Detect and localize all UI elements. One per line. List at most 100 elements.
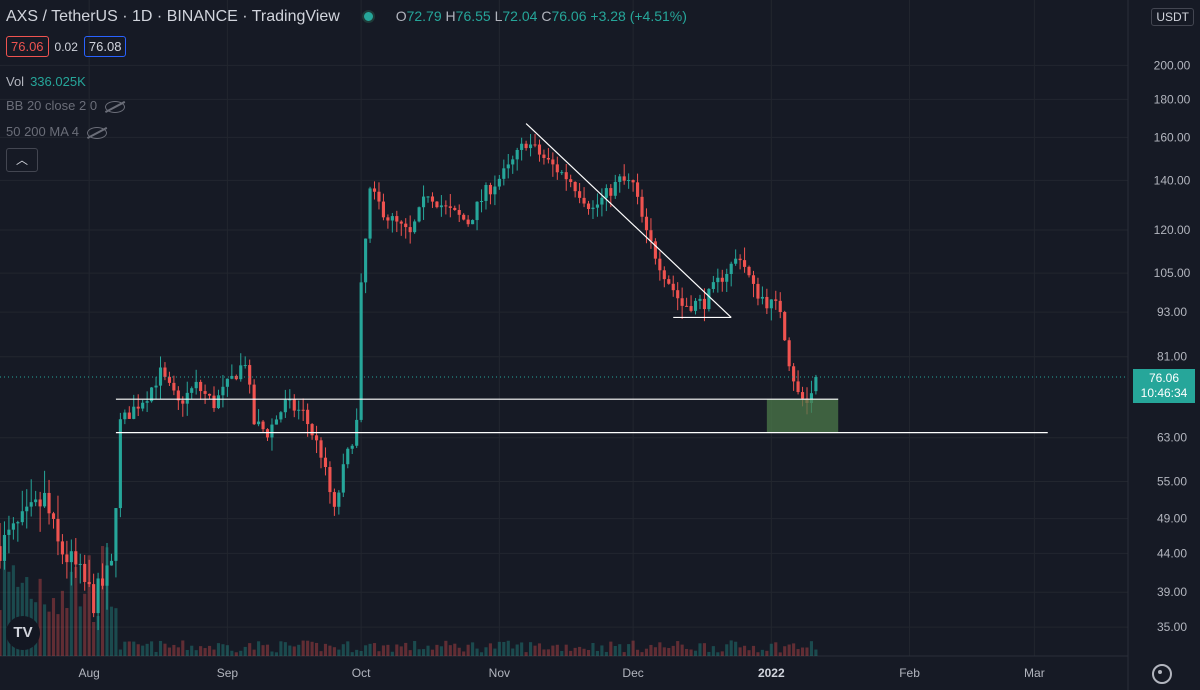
candle-body (359, 282, 363, 420)
candle-body (319, 440, 323, 458)
volume-bar (377, 651, 381, 656)
candle-body (444, 205, 448, 207)
candle-body (283, 399, 287, 413)
candle-body (377, 191, 381, 202)
volume-bar (787, 644, 791, 656)
volume-bar (297, 644, 301, 656)
volume-bar (685, 648, 689, 656)
volume-bar (83, 593, 87, 656)
time-tick-label: Sep (217, 666, 239, 680)
volume-bar (78, 606, 82, 656)
volume-bar (439, 646, 443, 656)
candle-body (693, 300, 698, 311)
hidden-eye-icon[interactable] (105, 100, 126, 113)
candle-body (600, 197, 604, 205)
volume-bar (466, 644, 470, 656)
collapse-indicators-button[interactable]: ︿ (6, 148, 38, 172)
volume-bar (372, 643, 377, 656)
candle-body (114, 508, 118, 561)
candle-body (497, 178, 501, 187)
candle-body (51, 513, 56, 519)
volume-bar (47, 611, 51, 656)
candle-body (417, 207, 421, 222)
sell-price-button[interactable]: 76.06 (6, 36, 49, 57)
candle-body (47, 492, 51, 514)
volume-bar (212, 649, 216, 656)
price-tick-label: 81.00 (1157, 350, 1187, 364)
buy-price-button[interactable]: 76.08 (83, 36, 127, 57)
volume-bar (261, 645, 265, 656)
candle-body (573, 181, 577, 192)
volume-bar (488, 643, 492, 656)
hidden-eye-icon[interactable] (87, 126, 107, 139)
volume-bar (609, 641, 613, 656)
currency-label[interactable]: USDT (1151, 8, 1194, 26)
volume-bar (515, 644, 519, 656)
price-tick-label: 105.00 (1154, 266, 1191, 280)
candle-body (190, 388, 194, 393)
volume-bar (74, 566, 78, 656)
candle-body (511, 159, 515, 165)
volume-indicator[interactable]: Vol 336.025K (6, 74, 86, 89)
volume-bar (355, 649, 359, 656)
gear-icon[interactable] (1152, 664, 1172, 684)
volume-bar (56, 614, 60, 656)
volume-bar (225, 645, 229, 656)
volume-bar (560, 650, 564, 656)
volume-value: 336.025K (30, 74, 86, 89)
low-label: L (494, 8, 503, 24)
candle-body (127, 412, 131, 419)
candle-body (644, 216, 649, 231)
volume-bar (595, 650, 599, 656)
candle-body (609, 188, 613, 196)
candle-body (542, 154, 546, 158)
candle-body (141, 402, 145, 409)
volume-bar (542, 649, 546, 656)
volume-bar (292, 646, 296, 656)
ma-indicator[interactable]: 50 200 MA 4 (6, 124, 107, 139)
bollinger-indicator[interactable]: BB 20 close 2 0 (6, 98, 126, 113)
ohlc-values: O72.79 H76.55 L72.04 C76.06 +3.28 (+4.51… (396, 8, 687, 24)
volume-bar (337, 649, 341, 656)
candle-countdown: 10:46:34 (1140, 385, 1188, 400)
candle-body (662, 270, 666, 280)
candle-body (484, 184, 488, 201)
candle-body (689, 306, 693, 311)
candle-body (743, 260, 747, 267)
volume-bar (462, 651, 466, 656)
tradingview-logo[interactable]: TV (6, 616, 40, 650)
volume-bar (132, 641, 136, 656)
candle-body (395, 216, 399, 222)
candle-body (386, 217, 390, 221)
candle-body (493, 186, 497, 195)
volume-bar (564, 644, 568, 656)
candle-body (537, 144, 542, 155)
volume-bar (279, 641, 283, 656)
volume-bar (479, 652, 484, 656)
price-tick-label: 55.00 (1157, 474, 1187, 488)
volume-bar (756, 652, 760, 656)
volume-bar (698, 643, 702, 656)
volume-bar (729, 640, 733, 656)
candle-body (698, 298, 702, 301)
candle-body (529, 144, 533, 149)
volume-bar (118, 649, 122, 656)
volume-bar (649, 644, 653, 656)
volume-bar (578, 646, 582, 656)
interval-label[interactable]: 1D (132, 8, 153, 25)
volume-bar (502, 641, 506, 656)
candle-body (25, 506, 29, 512)
candle-body (783, 312, 787, 341)
candle-body (738, 258, 742, 261)
volume-bar (529, 642, 533, 656)
candle-body (658, 258, 662, 271)
volume-bar (199, 646, 203, 656)
candle-body (439, 205, 443, 208)
volume-bar (0, 610, 2, 656)
symbol-title[interactable]: AXS / TetherUS (6, 8, 118, 25)
candle-body (234, 375, 238, 380)
high-value: 76.55 (455, 8, 491, 24)
price-axis (1128, 0, 1200, 690)
